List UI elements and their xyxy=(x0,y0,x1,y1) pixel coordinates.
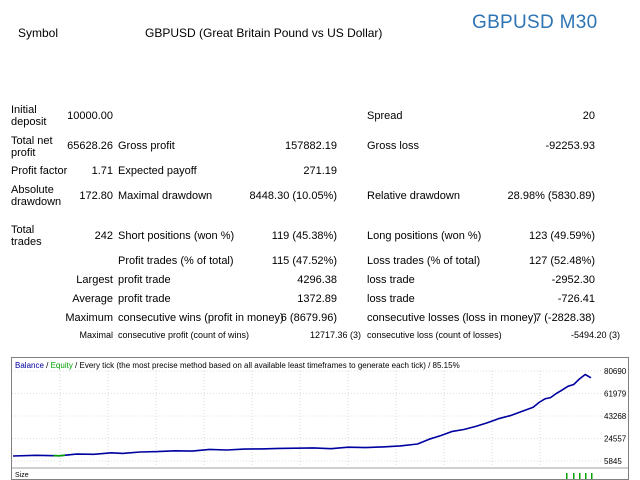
average-profit-trade-label: profit trade xyxy=(118,293,171,305)
short-positions-value: 119 (45.38%) xyxy=(271,230,337,242)
maximal-drawdown-value: 8448.30 (10.05%) xyxy=(249,190,337,202)
long-positions-label: Long positions (won %) xyxy=(367,230,482,242)
gross-loss-value: -92253.93 xyxy=(545,140,595,152)
chart-footer-marks xyxy=(566,473,593,479)
largest-profit-trade-label: profit trade xyxy=(118,274,171,286)
maximum-label: Maximum xyxy=(65,312,113,324)
chart-legend: Balance / Equity / Every tick (the most … xyxy=(15,361,460,370)
absolute-drawdown-value: 172.80 xyxy=(79,190,113,202)
y-tick-label: 61979 xyxy=(604,389,627,398)
max-consecutive-losses-value: 7 (-2828.38) xyxy=(535,312,595,324)
max-consecutive-losses-label: consecutive losses (loss in money) xyxy=(367,312,537,324)
series-line-balance xyxy=(12,373,592,457)
profit-trades-label: Profit trades (% of total) xyxy=(118,255,234,267)
average-profit-trade-value: 1372.89 xyxy=(297,293,337,305)
chart-frame xyxy=(11,357,629,480)
footer-mark xyxy=(573,473,575,479)
maximal-consecutive-profit-label: consecutive profit (count of wins) xyxy=(118,330,250,340)
symbol-value: GBPUSD (Great Britain Pound vs US Dollar… xyxy=(145,26,383,40)
expected-payoff-value: 271.19 xyxy=(303,165,337,177)
legend-equity: Equity xyxy=(51,361,73,370)
footer-mark xyxy=(579,473,581,479)
y-tick-label: 24557 xyxy=(604,434,627,443)
initial-deposit-value: 10000.00 xyxy=(67,110,113,122)
maximal-label: Maximal xyxy=(79,330,113,340)
timeframe-badge: GBPUSD M30 xyxy=(472,12,598,33)
initial-deposit-label: Initial deposit xyxy=(11,104,47,128)
y-tick-label: 80690 xyxy=(604,367,627,376)
absolute-drawdown-label: Absolute drawdown xyxy=(11,184,62,208)
chart-y-ticks: 80690 61979 43268 24557 5845 xyxy=(604,367,627,466)
legend-sep: / xyxy=(44,361,51,370)
spread-value: 20 xyxy=(582,110,595,122)
maximal-consecutive-loss-label: consecutive loss (count of losses) xyxy=(367,330,502,340)
average-loss-trade-label: loss trade xyxy=(367,293,415,305)
total-trades-label: Total trades xyxy=(11,224,42,248)
total-net-profit-value: 65628.26 xyxy=(67,140,113,152)
total-trades-value: 242 xyxy=(94,230,113,242)
footer-mark xyxy=(585,473,587,479)
largest-profit-trade-value: 4296.38 xyxy=(297,274,337,286)
symbol-label: Symbol xyxy=(18,26,59,40)
relative-drawdown-value: 28.98% (5830.89) xyxy=(507,190,595,202)
spread-label: Spread xyxy=(367,110,403,122)
legend-balance: Balance xyxy=(15,361,44,370)
y-tick-label: 43268 xyxy=(604,412,627,421)
loss-trades-label: Loss trades (% of total) xyxy=(367,255,481,267)
legend-description: / Every tick (the most precise method ba… xyxy=(73,361,460,370)
gross-profit-label: Gross profit xyxy=(118,140,175,152)
gross-loss-label: Gross loss xyxy=(367,140,419,152)
chart-footer-label: Size xyxy=(15,472,29,479)
largest-loss-trade-value: -2952.30 xyxy=(551,274,595,286)
average-label: Average xyxy=(72,293,113,305)
chart-grid xyxy=(12,370,601,467)
short-positions-label: Short positions (won %) xyxy=(118,230,235,242)
average-loss-trade-value: -726.41 xyxy=(557,293,595,305)
profit-factor-value: 1.71 xyxy=(91,165,113,177)
footer-mark xyxy=(591,473,593,479)
max-consecutive-wins-label: consecutive wins (profit in money) xyxy=(118,312,284,324)
chart-series xyxy=(12,373,592,457)
profit-trades-value: 115 (47.52%) xyxy=(271,255,337,267)
largest-label: Largest xyxy=(76,274,113,286)
y-tick-label: 5845 xyxy=(604,457,622,466)
maximal-consecutive-profit-value: 12717.36 (3) xyxy=(309,330,361,340)
profit-factor-label: Profit factor xyxy=(11,165,68,177)
expected-payoff-label: Expected payoff xyxy=(118,165,197,177)
largest-loss-trade-label: loss trade xyxy=(367,274,415,286)
balance-chart: Balance / Equity / Every tick (the most … xyxy=(11,357,629,480)
relative-drawdown-label: Relative drawdown xyxy=(367,190,460,202)
series-line-equity xyxy=(53,454,66,457)
gross-profit-value: 157882.19 xyxy=(285,140,337,152)
long-positions-value: 123 (49.59%) xyxy=(528,230,595,242)
maximal-consecutive-loss-value: -5494.20 (3) xyxy=(570,330,620,340)
balance-chart-svg: Balance / Equity / Every tick (the most … xyxy=(11,357,629,480)
max-consecutive-wins-value: 6 (8679.96) xyxy=(280,312,337,324)
footer-mark xyxy=(566,473,568,479)
loss-trades-value: 127 (52.48%) xyxy=(528,255,595,267)
total-net-profit-label: Total net profit xyxy=(11,135,53,159)
maximal-drawdown-label: Maximal drawdown xyxy=(118,190,213,202)
